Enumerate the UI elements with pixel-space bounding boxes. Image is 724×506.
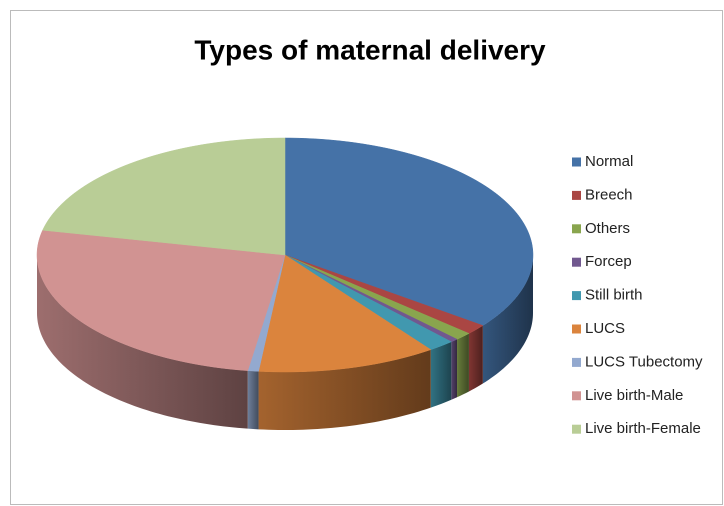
pie-slice (258, 254, 432, 373)
pie-side (258, 349, 431, 430)
legend-swatch (572, 391, 581, 401)
pie-slice (284, 254, 484, 334)
legend-swatch (572, 291, 581, 301)
pie-slice (284, 137, 534, 326)
pie-slice (284, 254, 452, 350)
pie-side (457, 333, 469, 398)
legend-swatch (572, 424, 581, 434)
pie-slice (36, 229, 286, 371)
legend-label: LUCS (585, 320, 625, 337)
legend-swatch (572, 224, 581, 234)
legend-label: Still birth (585, 287, 643, 304)
pie-side (247, 370, 259, 430)
pie-side (451, 339, 458, 400)
legend-label: LUCS Tubectomy (585, 353, 703, 370)
legend-label: Live birth-Male (585, 387, 683, 404)
pie-side (37, 255, 248, 429)
pie-slice (42, 137, 286, 256)
legend-label: Others (585, 220, 630, 237)
legend-swatch (572, 324, 581, 334)
legend-label: Live birth-Female (585, 420, 701, 437)
legend-swatch (572, 257, 581, 267)
pie-side (430, 341, 452, 408)
legend-swatch (572, 357, 581, 367)
legend-label: Breech (585, 186, 633, 203)
pie-side (482, 255, 533, 384)
chart-title: Types of maternal delivery (194, 34, 546, 65)
legend-label: Forcep (585, 253, 632, 270)
legend-swatch (572, 190, 581, 200)
legend-swatch (572, 157, 581, 167)
pie-side (468, 325, 483, 392)
legend-label: Normal (585, 153, 633, 170)
